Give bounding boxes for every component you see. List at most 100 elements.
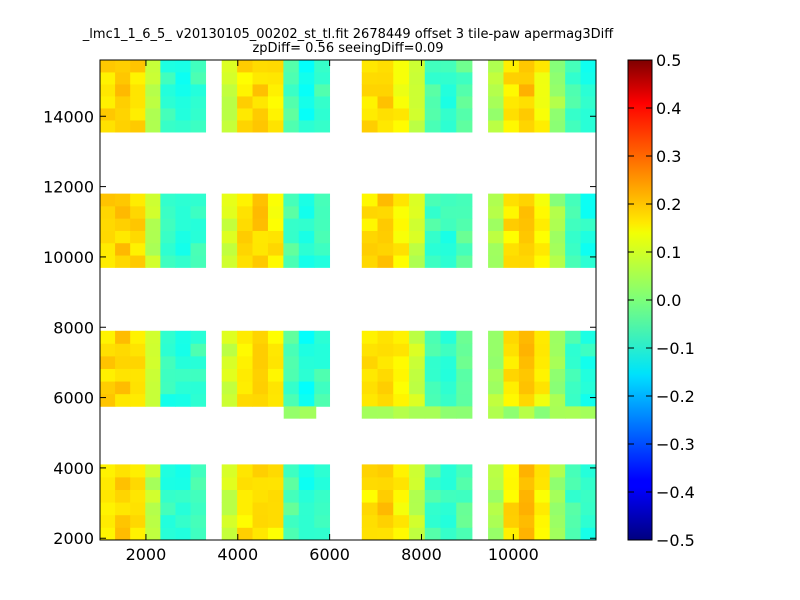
heatmap-cell [503, 60, 520, 73]
heatmap-cell [145, 205, 161, 219]
heatmap-cell [534, 355, 551, 369]
heatmap-cell [145, 255, 161, 268]
heatmap-cell [393, 230, 410, 244]
heatmap-cell [190, 381, 207, 395]
heatmap-cell [518, 406, 535, 419]
heatmap-cell [160, 381, 176, 395]
heatmap-cell [518, 84, 535, 97]
colorbar-tick-label: −0.1 [656, 339, 695, 358]
heatmap-cell [221, 381, 238, 395]
heatmap-cell [115, 84, 131, 97]
heatmap-cell [534, 502, 551, 516]
heatmap-cell [298, 84, 315, 97]
heatmap-cell [580, 489, 596, 503]
heatmap-cell [115, 527, 131, 540]
heatmap-cell [409, 242, 426, 256]
heatmap-cell [393, 72, 410, 85]
heatmap-cell [503, 368, 520, 382]
heatmap-cell [175, 96, 191, 109]
heatmap-cell [130, 514, 146, 528]
heatmap-cell [580, 242, 596, 256]
heatmap-cell [221, 205, 238, 219]
colorbar-ticks: 0.5 0.4 0.3 0.2 0.1 0.0 −0.1 −0.2 −0.3 −0.4 −0.5 [628, 51, 695, 550]
heatmap-cell [115, 477, 131, 490]
heatmap-cell [175, 527, 191, 540]
heatmap-cell [252, 218, 269, 231]
heatmap-cell [409, 355, 426, 369]
heatmap-cell [580, 527, 596, 540]
heatmap-cell [283, 84, 300, 97]
heatmap-cell [145, 489, 161, 503]
heatmap-cell [130, 255, 146, 268]
heatmap-cell [252, 464, 269, 478]
heatmap-cell [175, 381, 191, 395]
heatmap-cell [424, 393, 441, 407]
heatmap-cell [534, 218, 551, 231]
heatmap-cell [456, 477, 473, 490]
heatmap-cell [518, 527, 535, 540]
heatmap-cell [314, 205, 331, 219]
heatmap-cell [130, 84, 146, 97]
y-tick-label: 8000 [53, 318, 94, 337]
heatmap-cell [190, 96, 207, 109]
heatmap-cell [377, 464, 394, 478]
heatmap-cell [393, 205, 410, 219]
heatmap-cell [283, 108, 300, 121]
heatmap-cell [160, 393, 176, 407]
heatmap-cell [503, 514, 520, 528]
heatmap-cell [409, 514, 426, 528]
heatmap-cell [377, 218, 394, 231]
heatmap-cell [377, 477, 394, 490]
heatmap-cell [377, 242, 394, 256]
heatmap-cell [145, 72, 161, 85]
heatmap-cell [361, 355, 378, 369]
heatmap-cell [488, 205, 504, 219]
heatmap-cell [298, 502, 315, 516]
heatmap-cell [534, 242, 551, 256]
heatmap-cell [175, 120, 191, 133]
heatmap-cell [283, 193, 300, 207]
heatmap-cell [298, 218, 315, 231]
heatmap-cell [565, 242, 581, 256]
heatmap-cell [503, 205, 520, 219]
heatmap-cell [190, 120, 207, 133]
heatmap-cell [115, 120, 131, 133]
heatmap-cell [565, 230, 581, 244]
heatmap-cell [440, 330, 457, 344]
heatmap-cell [456, 527, 473, 540]
heatmap-cell [580, 464, 596, 478]
heatmap-cell [190, 72, 207, 85]
heatmap-cell [534, 96, 551, 109]
heatmap-cell [221, 502, 238, 516]
heatmap-cell [100, 60, 116, 73]
colorbar-tick-label: 0.5 [656, 51, 681, 70]
heatmap-cell [456, 218, 473, 231]
heatmap-cell [503, 381, 520, 395]
heatmap-cell [440, 60, 457, 73]
heatmap-cell [130, 464, 146, 478]
heatmap-cell [190, 218, 207, 231]
heatmap-cell [160, 72, 176, 85]
heatmap-cell [100, 527, 116, 540]
heatmap-cell [565, 355, 581, 369]
heatmap-cell [488, 381, 504, 395]
heatmap-cell [175, 108, 191, 121]
heatmap-cell [534, 393, 551, 407]
heatmap-cell [221, 355, 238, 369]
heatmap-cell [100, 205, 116, 219]
heatmap-cell [456, 464, 473, 478]
heatmap-cell [409, 108, 426, 121]
heatmap-cell [503, 527, 520, 540]
heatmap-cell [549, 218, 566, 231]
heatmap-cell [361, 477, 378, 490]
heatmap-cell [221, 464, 238, 478]
heatmap-cell [100, 502, 116, 516]
heatmap-cell [175, 205, 191, 219]
heatmap-cell [456, 489, 473, 503]
heatmap-cell [145, 502, 161, 516]
heatmap-cell [115, 343, 131, 357]
heatmap-cell [361, 368, 378, 382]
heatmap-cell [393, 84, 410, 97]
heatmap-cell [361, 255, 378, 268]
heatmap-cell [267, 527, 284, 540]
